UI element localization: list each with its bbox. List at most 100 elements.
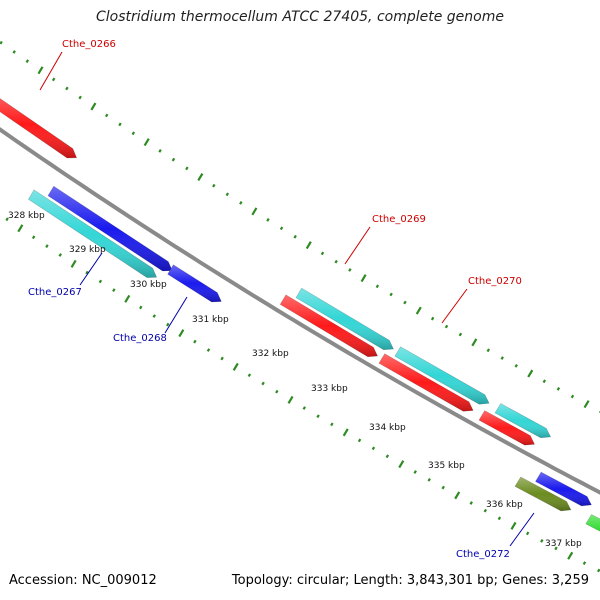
outer-tick xyxy=(104,113,109,118)
gene-label: Cthe_0266 xyxy=(62,39,116,50)
inner-tick xyxy=(220,356,224,361)
inner-tick xyxy=(31,235,36,240)
kbp-label: 330 kbp xyxy=(130,280,167,290)
inner-tick xyxy=(70,259,77,268)
inner-tick xyxy=(413,470,417,474)
genome-stats-text: Topology: circular; Length: 3,843,301 bp… xyxy=(231,573,589,588)
kbp-label: 333 kbp xyxy=(311,384,348,394)
inner-tick xyxy=(275,389,279,394)
inner-tick xyxy=(596,568,600,573)
inner-tick xyxy=(330,422,334,427)
outer-tick xyxy=(51,77,56,82)
kbp-label: 335 kbp xyxy=(428,461,465,471)
gene-label: Cthe_0267 xyxy=(28,287,82,298)
gene-arrow-blue-right-shading xyxy=(535,472,592,506)
outer-tick xyxy=(197,173,204,182)
inner-tick xyxy=(152,314,156,318)
outer-tick xyxy=(500,356,504,360)
outer-tick xyxy=(65,86,69,91)
outer-tick xyxy=(360,274,367,283)
kbp-label: 337 kbp xyxy=(545,539,582,549)
kbp-label: 328 kbp xyxy=(8,211,45,221)
outer-tick xyxy=(266,218,270,222)
inner-tick xyxy=(45,244,49,248)
inner-tick xyxy=(232,362,239,371)
gene-arrow-cthe-0267-shading xyxy=(48,186,173,271)
backbone-line xyxy=(0,127,600,495)
outer-tick xyxy=(118,122,122,127)
gene-label: Cthe_0272 xyxy=(456,549,510,560)
outer-tick xyxy=(251,207,258,216)
gene-arrow-cthe-0269-shading xyxy=(296,288,394,350)
kbp-label: 336 kbp xyxy=(486,500,523,510)
gene-arrow-cthe-0269-red-shading xyxy=(280,294,378,357)
outer-tick xyxy=(458,332,463,337)
outer-tick xyxy=(143,138,150,147)
outer-tick xyxy=(293,234,297,239)
inner-tick xyxy=(302,406,307,410)
outer-tick xyxy=(305,241,312,250)
inner-tick xyxy=(124,294,131,303)
inner-tick xyxy=(316,414,320,419)
inner-tick xyxy=(166,322,170,327)
inner-tick xyxy=(385,454,390,459)
gene-label-leader xyxy=(39,51,63,91)
outer-tick xyxy=(90,102,97,111)
gene-label-leader xyxy=(164,296,188,334)
gene-label-leader xyxy=(509,512,535,547)
outer-tick xyxy=(471,338,478,347)
outer-tick xyxy=(348,268,352,272)
kbp-label: 332 kbp xyxy=(252,349,289,359)
outer-tick xyxy=(12,50,16,54)
gene-arrow-cthe-0270-shading xyxy=(394,346,490,405)
inner-tick xyxy=(17,224,24,233)
inner-tick xyxy=(287,395,294,404)
outer-tick xyxy=(556,387,561,391)
inner-tick xyxy=(85,270,89,275)
gene-labels: Cthe_0266 Cthe_0267 Cthe_0268 Cthe_0269 Cthe… xyxy=(28,39,535,560)
gene-arrow-cthe-0266-shading xyxy=(0,98,77,158)
kbp-label: 331 kbp xyxy=(192,315,229,325)
inner-tick xyxy=(5,217,9,222)
inner-tick xyxy=(178,329,185,338)
inner-tick xyxy=(371,446,376,451)
inner-tick xyxy=(483,508,488,513)
inner-tick xyxy=(342,428,349,437)
gene-arrow-cthe-0271-red-shading xyxy=(479,410,535,446)
inner-tick xyxy=(261,381,265,386)
outer-tick xyxy=(212,183,216,188)
inner-tick xyxy=(58,253,62,257)
outer-tick xyxy=(25,59,30,63)
kbp-label: 334 kbp xyxy=(369,423,406,433)
outer-tick-ring xyxy=(0,40,600,413)
gene-arrow-cthe-0271-shading xyxy=(495,403,551,438)
inner-tick xyxy=(497,516,502,521)
gene-label: Cthe_0268 xyxy=(113,333,167,344)
inner-tick xyxy=(567,551,574,560)
gene-label: Cthe_0270 xyxy=(468,276,522,287)
outer-tick xyxy=(527,369,534,378)
gene-arrow-green-right-shading xyxy=(585,514,600,532)
kbp-labels: 328 kbp 329 kbp 330 kbp 331 kbp 332 kbp 333 k… xyxy=(8,211,582,549)
gene-arrow-cthe-0268-shading xyxy=(167,264,222,302)
outer-tick xyxy=(375,284,380,289)
inner-tick xyxy=(357,438,362,443)
inner-tick xyxy=(540,539,544,543)
inner-tick xyxy=(554,546,558,551)
kbp-label: 329 kbp xyxy=(69,245,106,255)
outer-tick xyxy=(0,40,3,45)
inner-tick xyxy=(139,305,143,310)
outer-tick xyxy=(185,166,189,171)
outer-tick xyxy=(389,292,393,297)
outer-tick xyxy=(158,149,162,153)
outer-tick xyxy=(78,95,82,100)
inner-tick xyxy=(112,288,116,292)
inner-tick xyxy=(441,485,445,490)
gene-arrow-cthe-0267-cyan-shading xyxy=(28,189,157,278)
outer-tick xyxy=(320,251,325,256)
outer-tick xyxy=(171,157,176,162)
inner-tick-ring xyxy=(5,217,600,573)
outer-tick xyxy=(486,348,490,353)
inner-tick xyxy=(582,561,587,565)
outer-tick xyxy=(239,201,243,205)
